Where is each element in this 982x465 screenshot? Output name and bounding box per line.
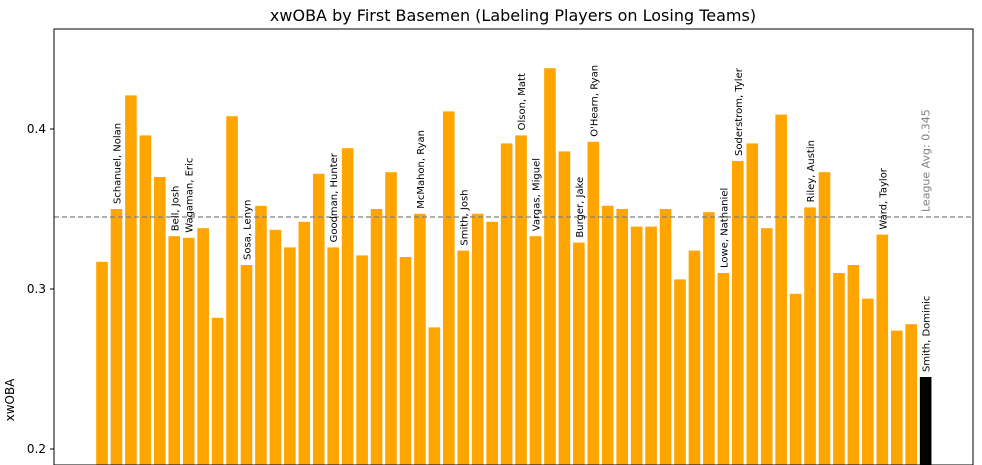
bar xyxy=(255,205,267,465)
bar-label: Goodman, Hunter xyxy=(329,152,340,242)
bar xyxy=(529,236,542,465)
bar xyxy=(443,111,455,465)
bar xyxy=(544,68,556,465)
bar xyxy=(515,135,527,465)
bar xyxy=(385,172,397,465)
bar xyxy=(717,273,730,465)
bar xyxy=(746,143,759,465)
bar xyxy=(414,213,426,465)
bar xyxy=(890,330,903,465)
bar xyxy=(110,209,123,465)
bar xyxy=(558,151,571,465)
bar xyxy=(818,172,831,465)
bar xyxy=(645,226,657,465)
bar xyxy=(674,279,686,465)
y-ticks: 0.2 0.3 0.4 xyxy=(27,122,54,456)
bar-label: McMahon, Ryan xyxy=(416,130,427,209)
bar xyxy=(616,209,628,465)
bar xyxy=(486,221,498,465)
bar xyxy=(659,209,672,465)
bar xyxy=(240,265,253,465)
bar xyxy=(500,143,513,465)
bar xyxy=(284,247,296,465)
reference-line-group: League Avg: 0.345 xyxy=(54,109,973,218)
bar xyxy=(876,234,889,465)
bar xyxy=(457,250,470,465)
league-average-label: League Avg: 0.345 xyxy=(920,109,933,212)
chart-title: xwOBA by First Basemen (Labeling Players… xyxy=(270,6,756,25)
bar xyxy=(833,273,845,465)
plot-frame xyxy=(53,28,974,465)
bar xyxy=(688,250,701,465)
bar xyxy=(732,161,744,465)
bar xyxy=(862,298,874,465)
bar-label: Bell, Josh xyxy=(170,186,181,232)
bar-label: Smith, Josh xyxy=(459,189,470,245)
bar xyxy=(298,221,311,465)
bar xyxy=(804,207,816,465)
y-tick-label: 0.2 xyxy=(27,442,46,456)
bar xyxy=(182,237,195,465)
bar xyxy=(428,327,441,465)
bar-label: Smith, Dominic xyxy=(922,296,933,372)
bar xyxy=(327,247,339,465)
bar xyxy=(630,226,643,465)
bar xyxy=(312,173,325,465)
bar xyxy=(847,265,860,465)
bar xyxy=(168,236,181,465)
bar xyxy=(154,177,166,465)
bar xyxy=(125,95,137,465)
bar-label: Lowe, Nathaniel xyxy=(719,188,730,268)
bar xyxy=(370,209,383,465)
bar-label: O'Hearn, Ryan xyxy=(589,65,600,137)
bar xyxy=(789,293,802,465)
bar xyxy=(96,261,108,465)
bar-labels: Schanuel, Nolan Bell, Josh Wagaman, Eric So… xyxy=(112,65,932,372)
bar xyxy=(197,228,209,465)
bar-label: Schanuel, Nolan xyxy=(112,123,123,204)
bar xyxy=(139,135,152,465)
bar-label: Burger, Jake xyxy=(575,177,586,238)
bar-label: Olson, Matt xyxy=(517,73,528,130)
bar xyxy=(226,116,238,465)
bar xyxy=(760,228,773,465)
y-axis-label: xwOBA xyxy=(3,378,17,422)
bar xyxy=(573,242,585,465)
bar xyxy=(775,114,787,465)
bar xyxy=(341,148,354,465)
bar-label: Wagaman, Eric xyxy=(185,158,196,233)
bar xyxy=(905,324,917,465)
y-tick-label: 0.3 xyxy=(27,282,46,296)
bar xyxy=(399,257,412,465)
bar-label: Sosa, Lenyn xyxy=(243,200,254,260)
bar xyxy=(211,317,224,465)
bar-highlight xyxy=(919,377,932,465)
y-tick-label: 0.4 xyxy=(27,122,46,136)
bar-label: Soderstrom, Tyler xyxy=(734,67,745,156)
bar xyxy=(471,213,484,465)
bar xyxy=(356,255,368,465)
bar-label: Vargas, Miguel xyxy=(532,158,543,231)
bar-label: Ward, Taylor xyxy=(878,167,889,229)
bar xyxy=(601,205,614,465)
bar xyxy=(269,229,282,465)
bar-label: Riley, Austin xyxy=(806,140,817,202)
bar xyxy=(703,212,715,465)
bar xyxy=(587,141,600,465)
bars xyxy=(96,68,932,465)
